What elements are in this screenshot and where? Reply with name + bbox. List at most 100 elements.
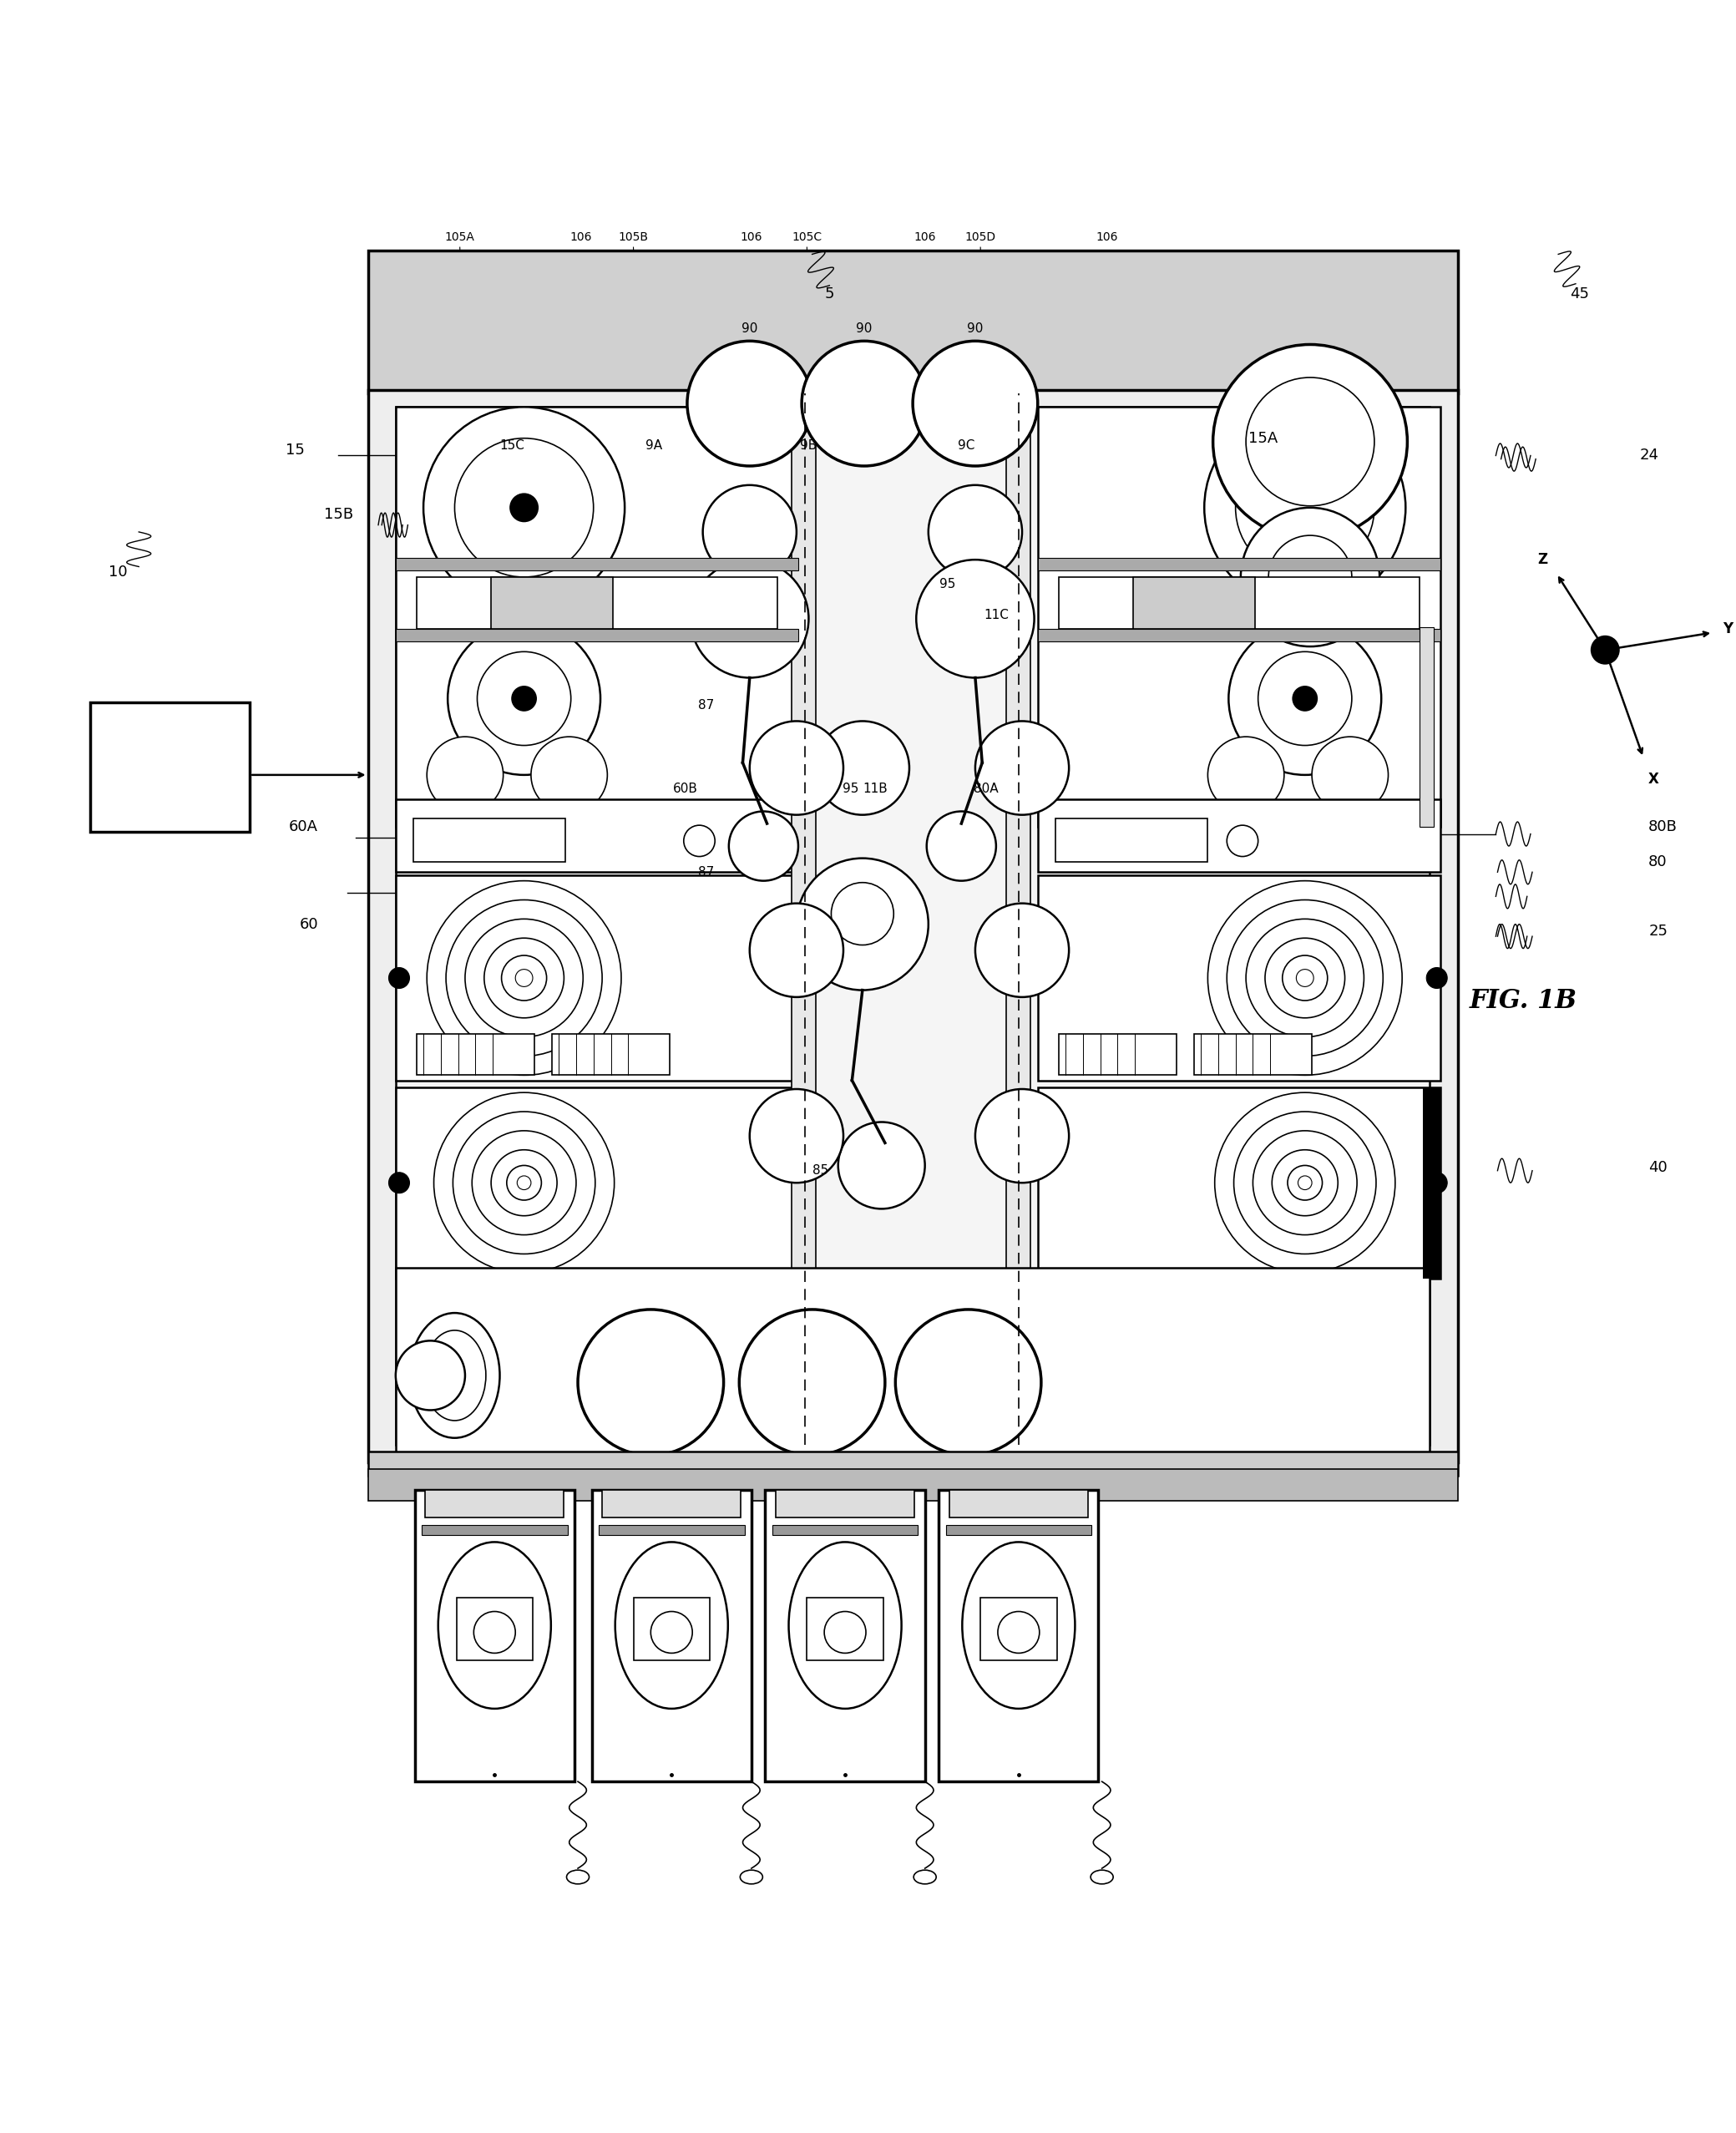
Ellipse shape bbox=[615, 1542, 727, 1709]
Text: 45: 45 bbox=[1569, 286, 1588, 301]
Text: X: X bbox=[1649, 772, 1660, 787]
Circle shape bbox=[472, 1130, 576, 1235]
Text: 105A: 105A bbox=[444, 230, 476, 243]
Bar bbox=[396, 407, 1430, 1444]
Circle shape bbox=[448, 623, 601, 774]
Circle shape bbox=[651, 1610, 693, 1653]
Text: FIG. 1B: FIG. 1B bbox=[1470, 988, 1578, 1013]
Text: 11B: 11B bbox=[863, 783, 887, 796]
Bar bbox=[552, 1035, 670, 1075]
Ellipse shape bbox=[962, 1542, 1075, 1709]
Ellipse shape bbox=[788, 1542, 901, 1709]
Bar bbox=[1038, 559, 1441, 570]
Circle shape bbox=[684, 825, 715, 857]
Circle shape bbox=[1236, 437, 1375, 578]
Bar bbox=[1134, 578, 1255, 629]
Circle shape bbox=[729, 811, 799, 881]
Bar bbox=[396, 875, 799, 1081]
Text: 60: 60 bbox=[299, 917, 318, 932]
Circle shape bbox=[389, 1173, 410, 1192]
Circle shape bbox=[1234, 1111, 1377, 1254]
Circle shape bbox=[802, 341, 927, 465]
Circle shape bbox=[446, 900, 602, 1056]
Text: 87: 87 bbox=[698, 599, 713, 612]
Circle shape bbox=[427, 881, 621, 1075]
Circle shape bbox=[1246, 378, 1375, 506]
Circle shape bbox=[687, 341, 812, 465]
Circle shape bbox=[1299, 1175, 1312, 1190]
Circle shape bbox=[825, 1610, 866, 1653]
Text: 15A: 15A bbox=[1248, 431, 1278, 446]
Text: 101: 101 bbox=[125, 715, 153, 729]
Bar bbox=[1038, 629, 1441, 642]
Circle shape bbox=[816, 721, 910, 815]
Bar bbox=[939, 1491, 1099, 1781]
Circle shape bbox=[578, 1310, 724, 1455]
Text: 90: 90 bbox=[741, 322, 757, 335]
Text: 80B: 80B bbox=[1649, 819, 1677, 834]
Text: 15B: 15B bbox=[323, 508, 352, 523]
Ellipse shape bbox=[410, 1314, 500, 1438]
Circle shape bbox=[976, 904, 1069, 996]
Text: 105B: 105B bbox=[618, 230, 649, 243]
Circle shape bbox=[917, 559, 1035, 678]
Circle shape bbox=[1253, 1130, 1358, 1235]
Circle shape bbox=[424, 407, 625, 608]
Circle shape bbox=[976, 1090, 1069, 1184]
Circle shape bbox=[474, 1610, 516, 1653]
Text: 9B: 9B bbox=[800, 439, 818, 452]
Circle shape bbox=[913, 341, 1038, 465]
Bar bbox=[425, 1491, 564, 1519]
Bar bbox=[1038, 800, 1441, 872]
Circle shape bbox=[1259, 653, 1352, 744]
Bar bbox=[807, 1598, 884, 1659]
Circle shape bbox=[1266, 939, 1345, 1017]
Circle shape bbox=[1427, 968, 1448, 988]
Text: 105C: 105C bbox=[792, 230, 821, 243]
Circle shape bbox=[455, 437, 594, 578]
Circle shape bbox=[1229, 623, 1382, 774]
Text: 95: 95 bbox=[842, 783, 858, 796]
Text: 9A: 9A bbox=[646, 439, 663, 452]
Bar bbox=[1194, 1035, 1312, 1075]
Text: 80A: 80A bbox=[974, 783, 998, 796]
Bar bbox=[457, 1598, 533, 1659]
Circle shape bbox=[465, 919, 583, 1037]
Circle shape bbox=[512, 687, 536, 710]
Text: 60A: 60A bbox=[290, 819, 318, 834]
Bar bbox=[90, 702, 250, 832]
Text: 106: 106 bbox=[1095, 230, 1118, 243]
Text: 10: 10 bbox=[109, 565, 127, 580]
Text: 11A: 11A bbox=[717, 610, 741, 621]
Circle shape bbox=[1427, 1173, 1448, 1192]
Bar bbox=[776, 1491, 915, 1519]
Text: 95: 95 bbox=[693, 578, 708, 591]
Circle shape bbox=[396, 1342, 465, 1410]
Circle shape bbox=[750, 1090, 844, 1184]
Circle shape bbox=[1246, 919, 1364, 1037]
Circle shape bbox=[434, 1092, 615, 1273]
Text: 106: 106 bbox=[913, 230, 936, 243]
Bar bbox=[634, 1598, 710, 1659]
Bar bbox=[981, 1598, 1057, 1659]
Circle shape bbox=[1283, 956, 1328, 1000]
Text: 24: 24 bbox=[1641, 448, 1660, 463]
Circle shape bbox=[797, 857, 929, 990]
Bar bbox=[368, 390, 1458, 1463]
Ellipse shape bbox=[1090, 1871, 1113, 1883]
Ellipse shape bbox=[424, 1331, 486, 1421]
Circle shape bbox=[691, 559, 809, 678]
Circle shape bbox=[838, 1122, 925, 1209]
Text: 11C: 11C bbox=[984, 610, 1009, 621]
Bar bbox=[396, 800, 799, 872]
Text: 60B: 60B bbox=[674, 783, 698, 796]
Text: 106: 106 bbox=[740, 230, 762, 243]
Bar bbox=[368, 1453, 1458, 1476]
Text: 85: 85 bbox=[613, 1056, 628, 1069]
Text: 25: 25 bbox=[1649, 924, 1668, 939]
Ellipse shape bbox=[913, 1871, 936, 1883]
Circle shape bbox=[1227, 900, 1384, 1056]
Bar bbox=[396, 559, 799, 570]
Circle shape bbox=[516, 968, 533, 988]
Bar bbox=[417, 1035, 535, 1075]
